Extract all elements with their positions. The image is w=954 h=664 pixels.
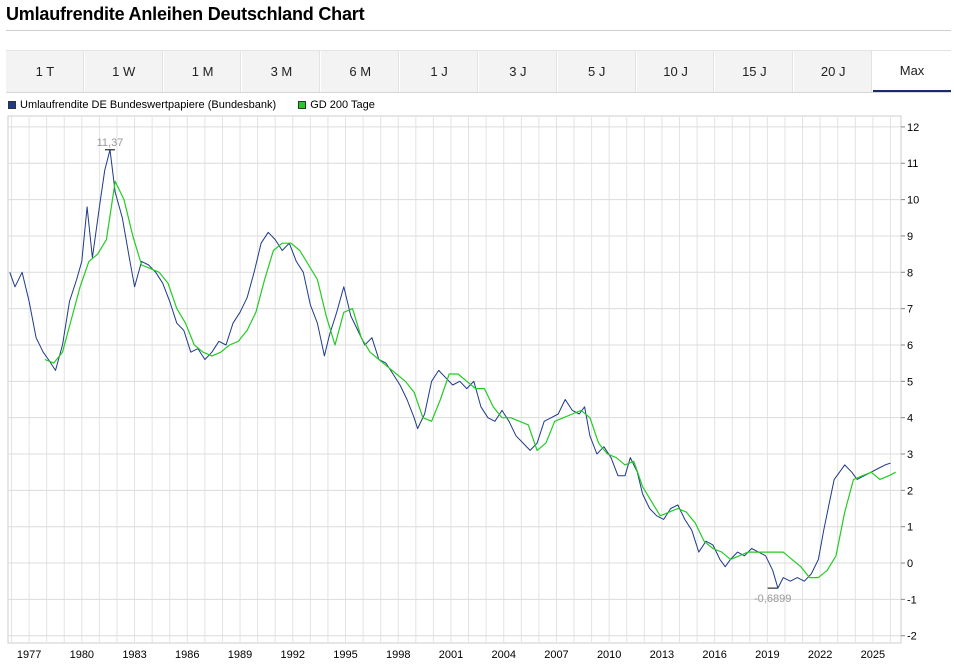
tab-3j[interactable]: 3 J xyxy=(479,51,558,92)
legend-swatch-ma xyxy=(298,101,307,109)
y-tick-label: 3 xyxy=(907,449,913,461)
tab-20j[interactable]: 20 J xyxy=(794,51,874,92)
y-tick-label: 7 xyxy=(907,304,913,316)
tab-10j[interactable]: 10 J xyxy=(637,51,716,92)
x-tick-label: 1989 xyxy=(228,649,252,661)
x-tick-label: 1983 xyxy=(122,649,146,661)
y-tick-label: 4 xyxy=(907,413,913,425)
y-tick-label: 9 xyxy=(907,231,913,243)
plot-area xyxy=(7,115,902,644)
y-tick-label: 8 xyxy=(907,267,913,279)
x-tick-label: 2013 xyxy=(650,649,674,661)
legend-label-main: Umlaufrendite DE Bundeswertpapiere (Bund… xyxy=(20,99,277,111)
y-tick-label: 2 xyxy=(907,485,913,497)
x-tick-label: 2010 xyxy=(597,649,621,661)
tab-5j[interactable]: 5 J xyxy=(558,51,637,92)
y-tick-label: 11 xyxy=(907,158,918,170)
min-annotation: -0,6899 xyxy=(754,593,791,605)
tab-3m[interactable]: 3 M xyxy=(242,51,322,92)
legend-item-main: Umlaufrendite DE Bundeswertpapiere (Bund… xyxy=(8,99,276,111)
tab-15j[interactable]: 15 J xyxy=(715,51,795,92)
x-tick-label: 1977 xyxy=(17,649,41,661)
title-divider xyxy=(6,30,951,31)
y-tick-label: 12 xyxy=(907,122,919,134)
y-tick-label: 5 xyxy=(907,376,913,388)
y-tick-label: 10 xyxy=(907,195,919,207)
tab-1m[interactable]: 1 M xyxy=(164,51,243,92)
y-tick-label: 0 xyxy=(907,558,913,570)
tab-max[interactable]: Max xyxy=(873,51,951,92)
max-annotation: 11,37 xyxy=(97,137,124,149)
x-tick-label: 1998 xyxy=(386,649,410,661)
y-tick-label: 6 xyxy=(907,340,913,352)
y-tick-label: 1 xyxy=(907,522,913,534)
x-tick-label: 1986 xyxy=(175,649,199,661)
x-tick-label: 2025 xyxy=(861,649,885,661)
tab-1t[interactable]: 1 T xyxy=(6,51,85,92)
x-tick-label: 2022 xyxy=(808,649,832,661)
legend-label-ma: GD 200 Tage xyxy=(310,99,375,111)
series-line-yield xyxy=(9,149,891,589)
x-tick-label: 1980 xyxy=(70,649,94,661)
y-tick-label: -2 xyxy=(907,631,917,643)
tab-1j[interactable]: 1 J xyxy=(400,51,479,92)
x-tick-label: 1992 xyxy=(281,649,305,661)
tab-1w[interactable]: 1 W xyxy=(85,51,164,92)
tab-6m[interactable]: 6 M xyxy=(321,51,401,92)
x-tick-label: 1995 xyxy=(333,649,357,661)
x-tick-label: 2007 xyxy=(544,649,568,661)
y-tick-label: -1 xyxy=(907,594,917,606)
page-title: Umlaufrendite Anleihen Deutschland Chart xyxy=(6,4,365,24)
x-tick-label: 2016 xyxy=(702,649,726,661)
legend-item-ma: GD 200 Tage xyxy=(298,99,375,111)
legend-swatch-main xyxy=(8,101,16,109)
chart-legend: Umlaufrendite DE Bundeswertpapiere (Bund… xyxy=(8,99,397,111)
x-tick-label: 2001 xyxy=(439,649,463,661)
timeframe-tabs: 1 T 1 W 1 M 3 M 6 M 1 J 3 J 5 J 10 J 15 … xyxy=(6,50,951,93)
x-tick-label: 2004 xyxy=(491,649,515,661)
series-line-gd200 xyxy=(44,180,896,579)
x-tick-label: 2019 xyxy=(755,649,779,661)
